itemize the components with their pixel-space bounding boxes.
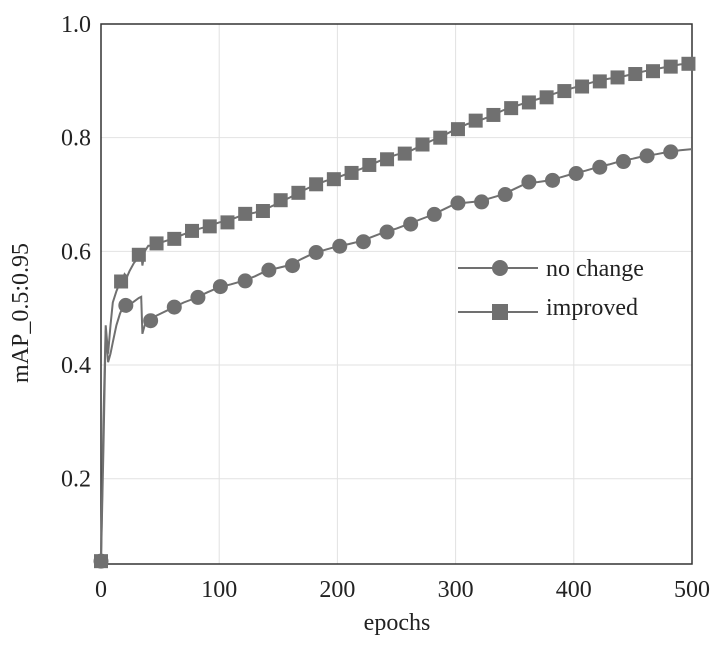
x-tick-label: 200 [319, 577, 355, 603]
y-tick-label: 1.0 [61, 12, 91, 38]
x-tick-label: 100 [201, 577, 237, 603]
data-point-no-change [190, 289, 206, 305]
data-point-no-change [284, 258, 300, 274]
data-point-no-change [379, 224, 395, 240]
data-point-no-change [261, 262, 277, 278]
data-point-no-change [308, 245, 324, 261]
legend-label-no-change: no change [546, 256, 644, 282]
data-point-improved [291, 185, 306, 200]
y-tick-label: 0.2 [61, 467, 91, 493]
data-point-improved [397, 146, 412, 161]
data-point-improved [255, 204, 270, 219]
data-point-improved [202, 219, 217, 234]
data-point-improved [468, 113, 483, 128]
data-point-improved [575, 79, 590, 94]
data-point-no-change [212, 279, 228, 295]
data-point-improved [149, 236, 164, 251]
data-point-improved [220, 215, 235, 230]
series-improved [94, 56, 696, 569]
data-point-no-change [615, 154, 631, 170]
data-point-no-change [663, 144, 679, 160]
data-point-improved [433, 130, 448, 145]
data-point-no-change [237, 273, 253, 289]
data-point-no-change [332, 238, 348, 254]
data-point-improved [521, 95, 536, 110]
data-point-improved [628, 67, 643, 82]
data-point-no-change [426, 206, 442, 222]
data-point-improved [114, 274, 129, 289]
data-point-improved [504, 101, 519, 116]
data-point-improved [273, 193, 288, 208]
x-tick-label: 400 [556, 577, 592, 603]
data-point-improved [326, 172, 341, 187]
data-point-no-change [497, 187, 513, 203]
x-tick-label: 500 [674, 577, 710, 603]
legend-marker-improved [492, 304, 508, 320]
data-point-improved [415, 137, 430, 152]
data-point-improved [362, 157, 377, 172]
plot-frame [100, 23, 693, 565]
data-point-improved [592, 74, 607, 89]
data-point-no-change [143, 313, 159, 329]
data-point-improved [309, 177, 324, 192]
data-point-improved [539, 90, 554, 105]
data-point-no-change [166, 299, 182, 315]
data-point-improved [94, 554, 108, 569]
x-axis-label: epochs [364, 610, 431, 636]
data-point-improved [238, 206, 253, 221]
data-point-improved [185, 223, 200, 238]
y-tick-label: 0.8 [61, 126, 91, 152]
legend-label-improved: improved [546, 295, 638, 321]
data-point-no-change [355, 234, 371, 250]
data-point-improved [663, 59, 678, 74]
data-point-no-change [450, 195, 466, 211]
data-point-improved [486, 107, 501, 122]
data-point-no-change [592, 159, 608, 175]
data-point-improved [450, 122, 465, 137]
data-point-no-change [521, 174, 537, 190]
y-tick-label: 0.4 [61, 353, 91, 379]
series-line-no-change [100, 148, 693, 562]
data-point-no-change [474, 194, 490, 210]
data-point-improved [380, 152, 395, 167]
data-point-improved [344, 165, 359, 180]
data-point-no-change [545, 172, 561, 188]
data-point-no-change [568, 165, 584, 181]
y-tick-label: 0.6 [61, 239, 91, 265]
data-point-improved [131, 247, 146, 262]
data-point-improved [557, 84, 572, 99]
data-point-improved [645, 64, 660, 79]
x-tick-label: 300 [438, 577, 474, 603]
legend-marker-no-change [492, 260, 508, 276]
x-tick-label: 0 [95, 577, 107, 603]
data-point-improved [610, 70, 625, 85]
data-point-no-change [639, 148, 655, 164]
data-point-improved [681, 56, 696, 71]
grid-lines [100, 23, 693, 564]
legend: no change improved [458, 256, 644, 321]
data-point-no-change [403, 216, 419, 232]
data-point-improved [167, 231, 182, 246]
series-layer [93, 56, 696, 569]
data-point-no-change [118, 297, 134, 313]
series-no-change [93, 144, 693, 569]
tick-labels: 0 100 200 300 400 500 0.2 0.4 0.6 0.8 1.0 [61, 12, 710, 603]
y-axis-label: mAP_0.5:0.95 [8, 243, 34, 383]
